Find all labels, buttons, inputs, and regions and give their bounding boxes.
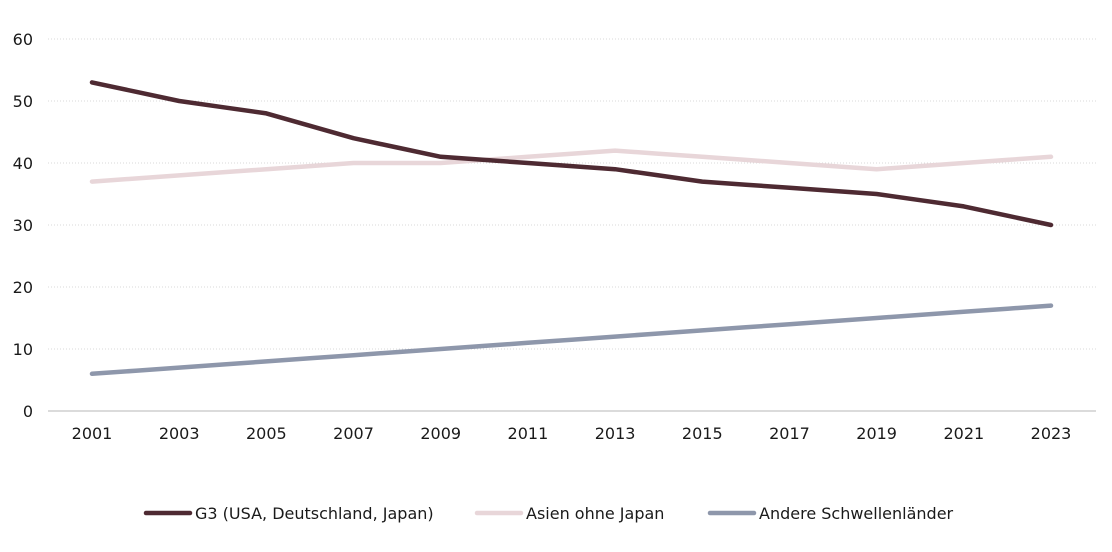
- x-tick-label: 2023: [1031, 424, 1072, 443]
- x-tick-label: 2021: [943, 424, 984, 443]
- y-tick-label: 20: [13, 278, 33, 297]
- y-tick-label: 0: [23, 402, 33, 421]
- series-line-2: [89, 303, 1054, 377]
- x-tick-label: 2011: [508, 424, 549, 443]
- x-tick-label: 2003: [159, 424, 200, 443]
- y-tick-label: 60: [13, 30, 33, 49]
- gridlines: [48, 38, 1096, 350]
- x-tick-label: 2001: [72, 424, 113, 443]
- legend-label: Andere Schwellenländer: [759, 504, 954, 523]
- legend-label: Asien ohne Japan: [526, 504, 664, 523]
- x-tick-label: 2007: [333, 424, 374, 443]
- legend-label: G3 (USA, Deutschland, Japan): [195, 504, 434, 523]
- x-tick-labels: 2001 2003 2005 2007 2009 2011 2013 2015 2017 2019…: [72, 424, 1072, 443]
- y-tick-labels: 0 10 20 30 40 50 60: [13, 30, 33, 421]
- legend: G3 (USA, Deutschland, Japan) Asien ohne J…: [143, 504, 954, 523]
- y-tick-label: 10: [13, 340, 33, 359]
- series-line-0: [89, 80, 1054, 228]
- x-tick-label: 2013: [595, 424, 636, 443]
- y-tick-label: 30: [13, 216, 33, 235]
- x-tick-label: 2009: [420, 424, 461, 443]
- x-tick-label: 2015: [682, 424, 723, 443]
- x-tick-label: 2017: [769, 424, 810, 443]
- x-tick-label: 2019: [856, 424, 897, 443]
- x-tick-label: 2005: [246, 424, 287, 443]
- y-tick-label: 50: [13, 92, 33, 111]
- series-lines: [89, 80, 1054, 377]
- series-line-1: [89, 148, 1054, 184]
- y-tick-label: 40: [13, 154, 33, 173]
